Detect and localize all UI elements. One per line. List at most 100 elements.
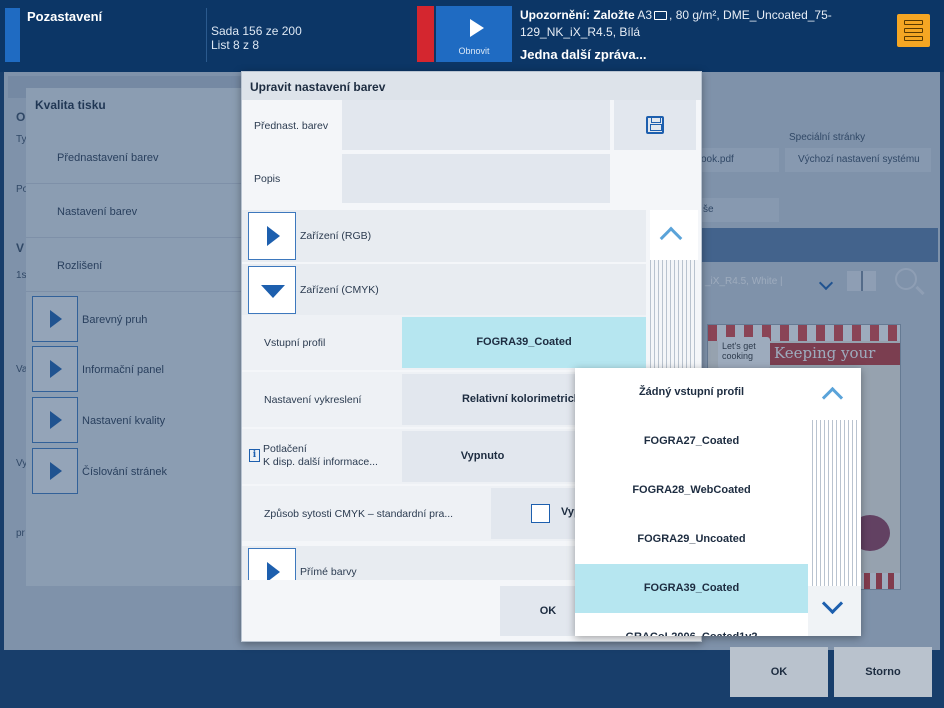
info-icon[interactable]: i: [249, 449, 260, 462]
profile-option[interactable]: FOGRA29_Uncoated: [637, 533, 746, 545]
profile-option[interactable]: GRACoL2006_Coated1v2: [575, 622, 808, 636]
queue-bar: [904, 20, 923, 25]
device-cmyk-section[interactable]: Zařízení (CMYK): [242, 264, 646, 316]
input-profile-dropdown: Žádný vstupní profil FOGRA27_Coated FOGR…: [575, 368, 861, 636]
resolution-item[interactable]: Rozlišení: [57, 260, 103, 272]
bg-fragment: Ty: [16, 134, 27, 145]
scroll-up-button[interactable]: [650, 210, 698, 260]
play-icon: [470, 19, 484, 37]
zoom-icon[interactable]: [895, 268, 925, 296]
collapse-cmyk-button[interactable]: [248, 266, 296, 314]
queue-bar: [904, 36, 923, 41]
job-queue-icon[interactable]: [897, 14, 930, 47]
bg-field: še: [701, 198, 779, 222]
input-profile-label: Vstupní profil: [264, 337, 326, 349]
triangle-right-icon: [50, 360, 62, 378]
expand-rgb-button[interactable]: [248, 212, 296, 260]
cancel-button[interactable]: Storno: [834, 647, 932, 697]
bg-preview-header: [701, 228, 938, 262]
bg-fragment: še: [703, 204, 714, 215]
page-numbering-expand-button[interactable]: [32, 448, 78, 494]
description-field[interactable]: [342, 154, 610, 203]
set-counter: Sada 156 ze 200: [211, 24, 302, 38]
preview-badge: Let's get cooking: [718, 337, 770, 369]
paper-orientation-icon: [654, 11, 668, 20]
device-rgb-label: Zařízení (RGB): [300, 230, 372, 242]
profile-option[interactable]: Žádný vstupní profil: [638, 386, 745, 398]
dropdown-scroll-up-button[interactable]: [808, 368, 861, 420]
bg-fragment: V: [16, 241, 25, 255]
info-panel-label: Informační panel: [82, 364, 164, 376]
status-accent: [5, 8, 20, 62]
bg-fragment: pr: [16, 528, 25, 539]
status-bar: Pozastavení Sada 156 ze 200 List 8 z 8 O…: [0, 0, 944, 72]
warning-message[interactable]: Upozornění: Založte A3, 80 g/m², DME_Unc…: [520, 7, 860, 41]
suppress-label-line2: K disp. další informace...: [263, 456, 378, 468]
sheet-counter: List 8 z 8: [211, 38, 260, 52]
bg-fragment: 1s: [16, 270, 27, 281]
color-presets-item[interactable]: Přednastavení barev: [57, 152, 159, 164]
suppress-label-line1: Potlačení: [263, 443, 307, 455]
dropdown-scroll-down-button[interactable]: [808, 586, 861, 636]
chevron-up-icon: [821, 386, 844, 409]
warning-details: , 80 g/m², DME_Uncoated_75-129_NK_iX_R4.…: [520, 8, 832, 39]
queue-bar: [904, 28, 923, 33]
rendering-intent-label: Nastavení vykreslení: [264, 394, 362, 406]
job-progress: Sada 156 ze 200 List 8 z 8: [211, 24, 302, 52]
preset-label: Přednast. barev: [254, 120, 329, 132]
divider: [26, 237, 241, 238]
input-profile-row: Vstupní profil FOGRA39_Coated: [242, 315, 646, 370]
status-title: Pozastavení: [27, 9, 103, 24]
dialog-title: Upravit nastavení barev: [250, 80, 386, 94]
warning-prefix: Upozornění: Založte: [520, 8, 635, 22]
refresh-button[interactable]: Obnovit: [436, 6, 512, 62]
page-view-icon[interactable]: [847, 271, 876, 291]
quality-settings-expand-button[interactable]: [32, 397, 78, 443]
chevron-up-icon: [659, 226, 683, 250]
warning-paper-size: A3: [637, 8, 653, 22]
bg-fragment: Po: [16, 184, 29, 195]
dialog-header: Upravit nastavení barev: [242, 72, 701, 100]
input-profile-select[interactable]: FOGRA39_Coated: [402, 317, 646, 368]
expand-spot-colors-button[interactable]: [248, 548, 296, 580]
quality-settings-label: Nastavení kvality: [82, 415, 166, 427]
print-quality-title: Kvalita tisku: [35, 98, 106, 112]
save-icon: [646, 116, 664, 134]
description-label: Popis: [254, 173, 281, 185]
triangle-right-icon: [267, 226, 280, 246]
more-messages-link[interactable]: Jedna další zpráva...: [520, 47, 647, 62]
bg-special-pages-field: Výchozí nastavení systému: [785, 148, 931, 172]
divider: [26, 291, 241, 292]
dropdown-scrollbar[interactable]: [808, 368, 861, 636]
profile-option[interactable]: FOGRA28_WebCoated: [632, 484, 751, 496]
bg-file-name: ook.pdf: [701, 154, 734, 165]
divider: [26, 183, 241, 184]
cmyk-saturation-checkbox[interactable]: [531, 504, 550, 523]
status-separator: [206, 8, 207, 62]
cmyk-saturation-label: Způsob sytosti CMYK – standardní pra...: [264, 508, 454, 520]
bg-tab-o: O: [16, 110, 26, 124]
spot-colors-label: Přímé barvy: [300, 566, 357, 578]
color-settings-item[interactable]: Nastavení barev: [57, 206, 138, 218]
suppress-label: Potlačení K disp. další informace...: [263, 443, 378, 469]
device-cmyk-label: Zařízení (CMYK): [300, 284, 379, 296]
ok-button[interactable]: OK: [730, 647, 828, 697]
error-indicator: [417, 6, 434, 62]
bg-fragment: Vy: [16, 458, 28, 469]
device-rgb-section[interactable]: Zařízení (RGB): [242, 210, 646, 262]
triangle-right-icon: [267, 562, 280, 580]
triangle-right-icon: [50, 310, 62, 328]
triangle-down-icon: [261, 285, 285, 298]
preset-name-field[interactable]: [342, 100, 610, 150]
bg-fragment: Va: [16, 364, 28, 375]
color-bar-expand-button[interactable]: [32, 296, 78, 342]
triangle-right-icon: [50, 462, 62, 480]
bg-media-fragment: _iX_R4.5, White |: [705, 276, 783, 287]
info-panel-expand-button[interactable]: [32, 346, 78, 392]
bg-special-pages-header: Speciální stránky: [789, 132, 866, 143]
save-preset-button[interactable]: [614, 100, 696, 150]
profile-option-selected[interactable]: FOGRA39_Coated: [575, 564, 808, 613]
profile-option[interactable]: FOGRA27_Coated: [643, 435, 740, 447]
dropdown-scroll-track[interactable]: [812, 420, 857, 586]
preview-headline: Keeping your: [770, 343, 900, 365]
